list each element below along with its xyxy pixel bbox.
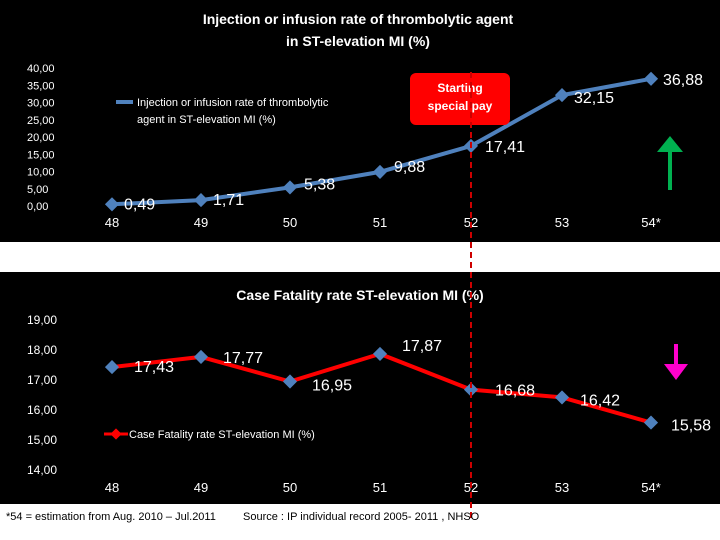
case-fatality-data-label: 17,77 [223,350,263,367]
thrombolytic-data-label: 17,41 [485,139,525,156]
thrombolytic-chart: Injection or infusion rate of thrombolyt… [0,0,720,242]
thrombolytic-y-tick-label: 5,00 [27,184,48,196]
case-fatality-data-point [643,415,659,430]
thrombolytic-x-tick-label: 53 [555,215,569,230]
down-trend-arrow-icon [664,344,688,380]
thrombolytic-data-label: 36,88 [663,72,703,89]
thrombolytic-data-point [282,180,298,195]
case-fatality-data-label: 16,95 [312,378,352,395]
case-fatality-data-label: 17,43 [134,359,174,376]
thrombolytic-data-point [193,193,209,208]
thrombolytic-x-axis: 48495051525354* [105,215,661,230]
up-trend-arrow-icon [657,136,683,190]
special-pay-line-2: special pay [428,99,493,113]
case-fatality-y-axis: 14,00 15,00 16,00 17,00 18,00 19,00 [27,313,57,477]
case-fatality-data-point [554,390,570,405]
thrombolytic-x-tick-label: 48 [105,215,119,230]
case-fatality-data-label: 15,58 [671,418,711,435]
case-fatality-x-tick-label: 51 [373,480,387,495]
thrombolytic-y-tick-label: 40,00 [27,63,55,75]
case-fatality-data-point [463,382,479,397]
case-fatality-x-axis: 48495051525354* [105,480,661,495]
footnote: *54 = estimation from Aug. 2010 – Jul.20… [6,511,216,523]
thrombolytic-data-label: 5,38 [304,176,335,193]
special-pay-annotation: Starting special pay [410,73,510,125]
thrombolytic-x-tick-label: 54* [641,215,661,230]
case-fatality-chart: Case Fatality rate ST-elevation MI (%) 1… [0,272,720,504]
thrombolytic-legend: Injection or infusion rate of thrombolyt… [116,97,329,126]
case-fatality-y-tick-label: 18,00 [27,343,57,357]
thrombolytic-value-labels: 0,49 1,71 5,38 9,88 17,41 32,15 36,88 [124,72,703,214]
thrombolytic-data-label: 32,15 [574,90,614,107]
thrombolytic-y-tick-label: 20,00 [27,132,55,144]
thrombolytic-data-point [643,71,659,86]
thrombolytic-y-tick-label: 35,00 [27,80,55,92]
case-fatality-data-point [372,346,388,361]
thrombolytic-chart-title-line-2: in ST-elevation MI (%) [286,33,430,49]
case-fatality-legend: Case Fatality rate ST-elevation MI (%) [104,428,315,441]
case-fatality-x-tick-label: 54* [641,480,661,495]
case-fatality-chart-background [0,272,720,504]
case-fatality-y-tick-label: 17,00 [27,373,57,387]
case-fatality-x-tick-label: 53 [555,480,569,495]
special-pay-line-1: Starting [437,81,482,95]
case-fatality-y-tick-label: 19,00 [27,313,57,327]
thrombolytic-data-label: 9,88 [394,159,425,176]
case-fatality-data-label: 17,87 [402,338,442,355]
case-fatality-x-tick-label: 48 [105,480,119,495]
thrombolytic-y-axis: 0,00 5,00 10,00 15,00 20,00 25,00 30,00 35,00 40… [27,63,55,213]
case-fatality-markers [104,346,659,430]
thrombolytic-y-tick-label: 0,00 [27,201,48,213]
case-fatality-x-tick-label: 50 [283,480,297,495]
thrombolytic-legend-line-1: Injection or infusion rate of thrombolyt… [137,97,329,109]
case-fatality-y-tick-label: 15,00 [27,433,57,447]
case-fatality-data-label: 16,68 [495,383,535,400]
thrombolytic-y-tick-label: 15,00 [27,149,55,161]
thrombolytic-y-tick-label: 10,00 [27,167,55,179]
thrombolytic-data-label: 0,49 [124,196,155,213]
case-fatality-data-label: 16,42 [580,392,620,409]
thrombolytic-chart-background [0,0,720,242]
thrombolytic-x-tick-label: 50 [283,215,297,230]
thrombolytic-y-tick-label: 25,00 [27,115,55,127]
thrombolytic-y-tick-label: 30,00 [27,98,55,110]
thrombolytic-legend-line-2: agent in ST-elevation MI (%) [137,114,276,126]
case-fatality-value-labels: 17,43 17,77 16,95 17,87 16,68 16,42 15,58 [134,338,711,435]
case-fatality-y-tick-label: 16,00 [27,403,57,417]
case-fatality-legend-label: Case Fatality rate ST-elevation MI (%) [129,429,315,441]
case-fatality-y-tick-label: 14,00 [27,463,57,477]
case-fatality-data-point [282,374,298,389]
special-pay-box [410,73,510,125]
thrombolytic-x-tick-label: 51 [373,215,387,230]
source-note: Source : IP individual record 2005- 2011… [243,511,480,523]
case-fatality-data-point [104,360,120,375]
case-fatality-chart-title: Case Fatality rate ST-elevation MI (%) [236,287,483,303]
case-fatality-data-point [193,349,209,364]
case-fatality-x-tick-label: 49 [194,480,208,495]
thrombolytic-chart-title-line-1: Injection or infusion rate of thrombolyt… [203,11,514,27]
thrombolytic-x-tick-label: 49 [194,215,208,230]
thrombolytic-data-label: 1,71 [213,192,244,209]
